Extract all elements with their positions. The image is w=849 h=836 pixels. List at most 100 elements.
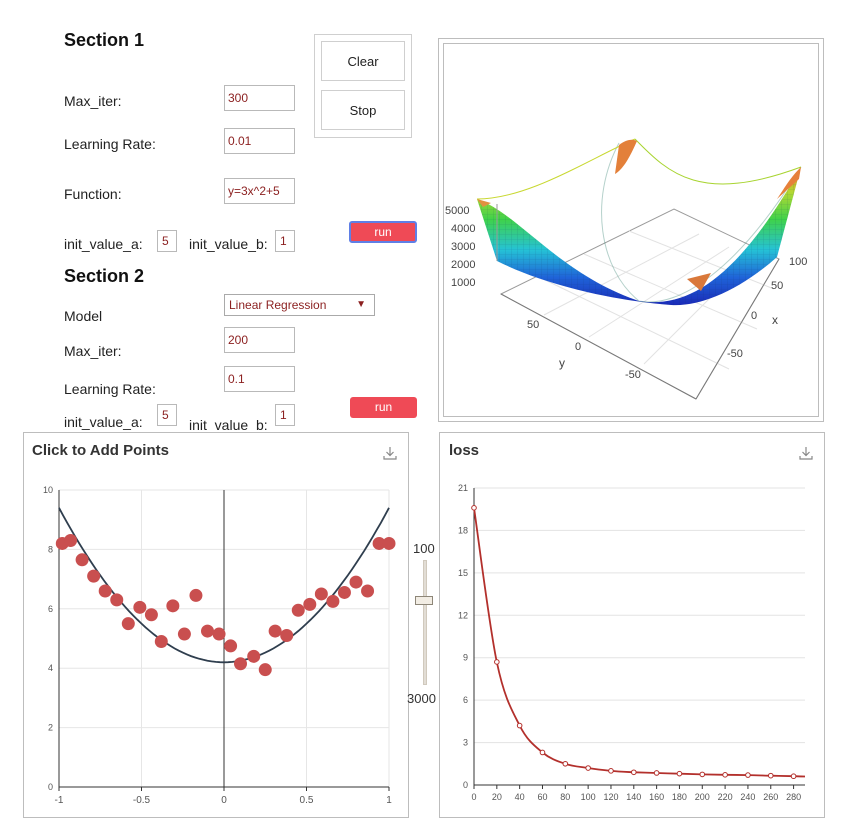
data-point xyxy=(144,608,158,622)
section2-init-a-label: init_value_a: xyxy=(64,414,143,430)
y-tick-label: 15 xyxy=(458,568,468,578)
clear-button[interactable]: Clear xyxy=(321,41,405,81)
data-point xyxy=(234,657,247,671)
download-icon[interactable] xyxy=(382,445,398,461)
data-point xyxy=(133,600,147,614)
loss-point xyxy=(494,659,500,665)
data-point xyxy=(372,536,386,550)
section2-run-button[interactable]: run xyxy=(350,397,417,418)
surface-y-tick: 0 xyxy=(575,341,581,353)
surface-x-tick: 100 xyxy=(789,256,807,268)
section1-lr-label: Learning Rate: xyxy=(64,136,156,152)
surface-y-tick: -50 xyxy=(625,369,641,381)
surface-x-axis-label: x xyxy=(772,313,778,327)
y-tick-label: 8 xyxy=(48,544,53,554)
x-tick-label: 0 xyxy=(221,795,227,806)
y-tick-label: 3 xyxy=(463,738,468,748)
surface-z-tick: 3000 xyxy=(451,241,475,253)
slider-min-label: 3000 xyxy=(407,691,436,706)
surface-x-tick: -50 xyxy=(727,348,743,360)
x-tick-label: 280 xyxy=(786,792,801,802)
data-point xyxy=(121,617,135,631)
y-tick-label: 2 xyxy=(48,723,53,733)
surface-x-axis xyxy=(695,258,780,400)
model-select-value: Linear Regression xyxy=(229,298,327,312)
loss-chart-panel[interactable]: loss 0 3 6 9 12 15 18 21 0 20 40 60 80 100 120 140 160 18… xyxy=(439,432,825,818)
loss-chart-svg[interactable]: 0 3 6 9 12 15 18 21 0 20 40 60 80 100 120 140 160 180 200 2… xyxy=(440,433,826,819)
surface-plot-frame xyxy=(443,43,819,417)
loss-point xyxy=(585,765,591,771)
x-tick-label: 1 xyxy=(386,795,392,806)
surface-x-tick: 50 xyxy=(771,280,783,292)
x-tick-label: 140 xyxy=(626,792,641,802)
y-tick-label: 9 xyxy=(463,653,468,663)
section2-lr-label: Learning Rate: xyxy=(64,381,156,397)
x-tick-label: -0.5 xyxy=(133,795,151,806)
data-point xyxy=(98,584,112,598)
data-point xyxy=(212,627,226,641)
section1-max-iter-label: Max_iter: xyxy=(64,93,122,109)
data-point xyxy=(64,533,78,547)
section2-title: Section 2 xyxy=(64,266,145,286)
y-tick-label: 10 xyxy=(43,485,53,495)
y-tick-label: 21 xyxy=(458,483,468,493)
control-button-group: Clear Stop xyxy=(314,34,412,138)
x-tick-label: 0.5 xyxy=(300,795,314,806)
surface-z-tick: 5000 xyxy=(445,205,469,217)
x-tick-label: 260 xyxy=(763,792,778,802)
loss-point xyxy=(790,773,797,780)
section1-function-input[interactable]: y=3x^2+5 xyxy=(224,178,295,204)
data-point xyxy=(110,593,124,607)
section1-init-a-input[interactable]: 5 xyxy=(157,230,177,252)
model-select[interactable]: Linear Regression ▼ xyxy=(224,294,375,316)
y-tick-label: 6 xyxy=(48,604,53,614)
data-point xyxy=(87,569,101,583)
loss-point xyxy=(722,772,728,778)
y-tick-label: 0 xyxy=(463,780,468,790)
section2-max-iter-input[interactable]: 200 xyxy=(224,327,295,353)
section1-run-button[interactable]: run xyxy=(349,221,417,243)
data-point xyxy=(382,536,396,550)
loss-point xyxy=(539,749,546,756)
loss-chart-title: loss xyxy=(449,442,480,459)
section2-max-iter-label: Max_iter: xyxy=(64,343,122,359)
x-tick-label: 200 xyxy=(695,792,710,802)
surface-x-tick: 0 xyxy=(751,310,757,322)
points-chart-svg[interactable]: 0 2 4 6 8 10 -1 -0.5 0 0.5 1 xyxy=(24,433,410,819)
fitted-curve xyxy=(58,507,390,664)
loss-line xyxy=(473,507,806,778)
data-point xyxy=(189,588,203,602)
x-tick-label: 160 xyxy=(649,792,664,802)
iteration-slider-handle[interactable] xyxy=(415,595,433,605)
section1-init-b-label: init_value_b: xyxy=(189,236,268,252)
y-tick-label: 4 xyxy=(48,663,53,673)
x-tick-label: 120 xyxy=(603,792,618,802)
section2-model-label: Model xyxy=(64,308,103,324)
surface-y-axis xyxy=(500,293,697,400)
surface-z-tick: 2000 xyxy=(451,259,475,271)
y-tick-label: 18 xyxy=(458,525,468,535)
x-tick-label: 40 xyxy=(515,792,525,802)
section2-init-a-input[interactable]: 5 xyxy=(157,404,177,426)
section2-init-b-input[interactable]: 1 xyxy=(275,404,295,426)
x-tick-label: 100 xyxy=(581,792,596,802)
data-point xyxy=(268,624,282,638)
section2-init-b-label: init_value_b: xyxy=(189,417,268,433)
surface-plot-panel[interactable]: 5000 4000 3000 2000 1000 50 0 -50 y 100 … xyxy=(438,38,824,422)
chevron-down-icon: ▼ xyxy=(356,299,366,310)
data-point xyxy=(258,663,272,677)
section1-init-b-input[interactable]: 1 xyxy=(275,230,295,252)
section1-max-iter-input[interactable]: 300 xyxy=(224,85,295,111)
iteration-slider-track[interactable] xyxy=(423,560,427,685)
stop-button[interactable]: Stop xyxy=(321,90,405,130)
y-tick-label: 12 xyxy=(458,610,468,620)
section2-lr-input[interactable]: 0.1 xyxy=(224,366,295,392)
y-tick-label: 0 xyxy=(48,782,53,792)
download-icon[interactable] xyxy=(798,445,814,461)
points-chart-panel[interactable]: Click to Add Points 0 2 4 6 8 10 -1 -0.5 0 0.5 1 xyxy=(23,432,409,818)
x-tick-label: 20 xyxy=(492,792,502,802)
slider-max-label: 100 xyxy=(413,541,435,556)
section1-lr-input[interactable]: 0.01 xyxy=(224,128,295,154)
data-point xyxy=(361,584,375,598)
points-chart-title: Click to Add Points xyxy=(32,442,169,459)
